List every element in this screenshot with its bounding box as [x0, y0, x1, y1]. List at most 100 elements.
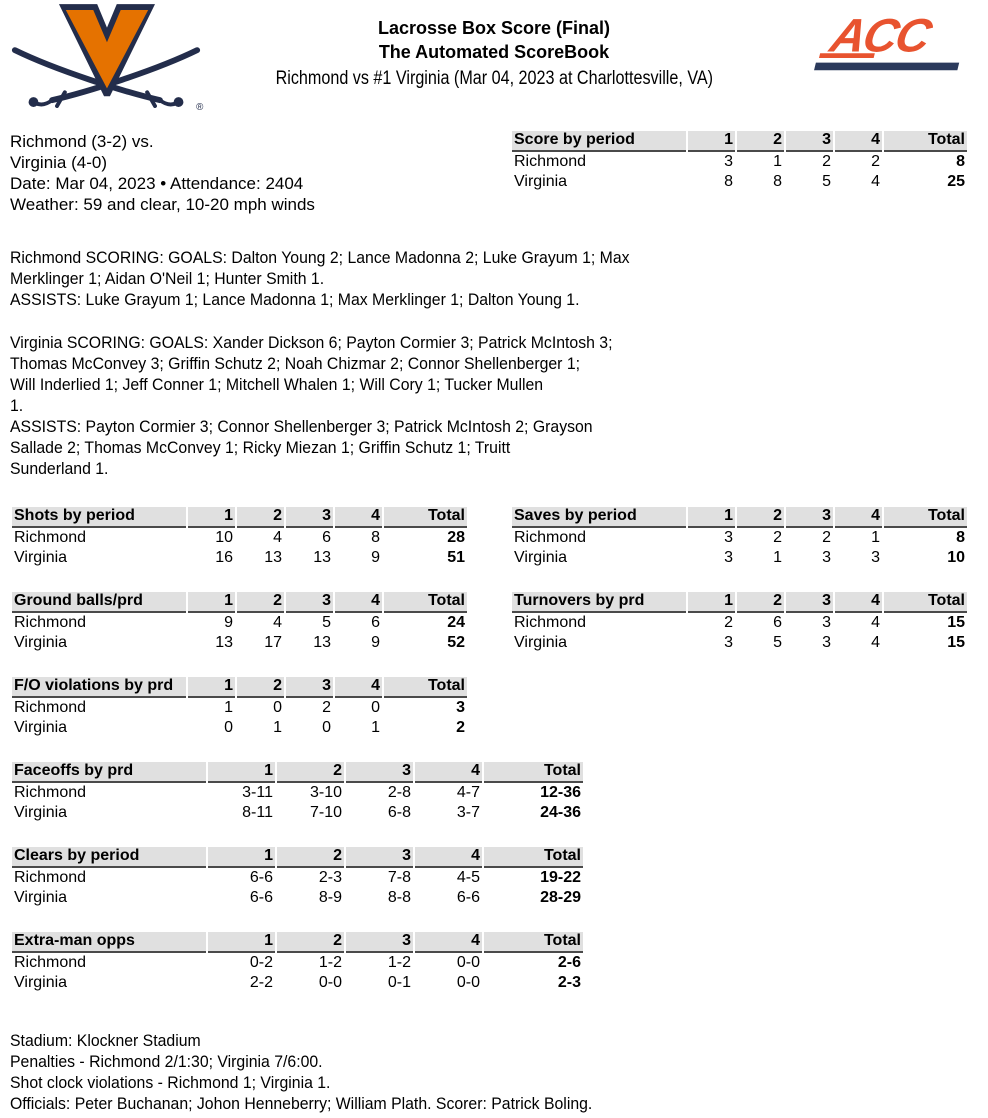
team-name-cell: Richmond [14, 614, 87, 631]
extra-man-table: Extra-man opps 1 2 3 4 Total Richmond 0-2 1-2 1-2… [10, 932, 585, 993]
period-column-header: 4 [835, 592, 882, 613]
value-cell: 5 [322, 614, 331, 631]
text-line-content: Richmond SCORING: GOALS: Dalton Young 2;… [10, 248, 630, 267]
value-cell: 10 [215, 529, 233, 546]
period-column-header: 1 [208, 762, 275, 783]
stat-row: Richmond 3 1 2 2 8 [512, 152, 967, 172]
period-column-header: 1 [188, 677, 235, 698]
acc-logo: ACC [802, 8, 974, 79]
value-cell: 1 [773, 549, 782, 566]
team-name-cell: Richmond [14, 869, 87, 886]
value-cell: 2 [871, 153, 880, 170]
stat-row: Richmond 10 4 6 8 28 [12, 528, 467, 548]
value-cell: 8 [724, 173, 733, 190]
text-line: Date: Mar 04, 2023 • Attendance: 2404 [10, 173, 315, 194]
period-column-header: Total [384, 677, 467, 698]
team-name-cell: Virginia [514, 549, 568, 566]
period-column-header: 4 [415, 762, 482, 783]
total-cell: 8 [956, 153, 965, 170]
text-line: Virginia (4-0) [10, 152, 315, 173]
team-name-cell: Richmond [514, 529, 587, 546]
total-cell: 2-3 [557, 974, 581, 991]
value-cell: 2-3 [318, 869, 342, 886]
stat-row: Richmond 1 0 2 0 3 [12, 698, 467, 718]
period-column-header: Total [884, 507, 967, 528]
period-column-header: Total [484, 932, 583, 953]
text-line-content: Will Inderlied 1; Jeff Conner 1; Mitchel… [10, 375, 544, 394]
value-cell: 4-5 [456, 869, 480, 886]
value-cell: 17 [264, 634, 282, 651]
stat-row: Virginia 8 8 5 4 25 [512, 172, 967, 192]
team-name-cell: Richmond [14, 954, 87, 971]
period-column-header: 4 [335, 592, 382, 613]
table-header-row: Ground balls/prd 1 2 3 4 Total [12, 592, 467, 613]
value-cell: 6-6 [249, 889, 273, 906]
richmond-scoring-summary: Richmond SCORING: GOALS: Dalton Young 2;… [10, 247, 676, 310]
text-line-content: Stadium: Klockner Stadium [10, 1031, 201, 1050]
text-line: Richmond SCORING: GOALS: Dalton Young 2;… [10, 247, 676, 268]
period-column-header: Total [884, 131, 967, 152]
stat-row: Richmond 0-2 1-2 1-2 0-0 2-6 [12, 953, 583, 973]
value-cell: 2 [822, 529, 831, 546]
stat-row: Virginia 8-11 7-10 6-8 3-7 24-36 [12, 803, 583, 823]
team-name-cell: Virginia [14, 804, 68, 821]
table-header-row: Clears by period 1 2 3 4 Total [12, 847, 583, 868]
virginia-v-sabers-icon: ® [11, 4, 204, 113]
total-cell: 2 [456, 719, 465, 736]
value-cell: 3 [724, 153, 733, 170]
period-column-header: 2 [237, 677, 284, 698]
value-cell: 0 [322, 719, 331, 736]
text-line-content: 1. [10, 396, 24, 415]
value-cell: 0-2 [249, 954, 273, 971]
period-column-header: 4 [415, 847, 482, 868]
period-column-header: 3 [346, 762, 413, 783]
team-name-cell: Virginia [14, 889, 68, 906]
text-line: Penalties - Richmond 2/1:30; Virginia 7/… [10, 1051, 636, 1072]
value-cell: 1-2 [318, 954, 342, 971]
value-cell: 0-0 [318, 974, 342, 991]
period-column-header: 1 [688, 507, 735, 528]
text-line-content: Weather: 59 and clear, 10-20 mph winds [10, 195, 315, 214]
table-header-row: Score by period 1 2 3 4 Total [512, 131, 967, 152]
value-cell: 6 [322, 529, 331, 546]
period-column-header: 4 [835, 507, 882, 528]
period-column-header: 1 [208, 932, 275, 953]
fo-violations-table: F/O violations by prd 1 2 3 4 Total Richmond 1 0… [10, 677, 469, 738]
total-cell: 3 [456, 699, 465, 716]
period-column-header: 3 [346, 932, 413, 953]
text-line: Sunderland 1. [10, 458, 658, 479]
text-line: Thomas McConvey 3; Griffin Schutz 2; Noa… [10, 353, 658, 374]
text-line: Sallade 2; Thomas McConvey 1; Ricky Miez… [10, 437, 658, 458]
virginia-scoring-summary: Virginia SCORING: GOALS: Xander Dickson … [10, 332, 658, 479]
table-header-row: Turnovers by prd 1 2 3 4 Total [512, 592, 967, 613]
text-line-content: ASSISTS: Luke Grayum 1; Lance Madonna 1;… [10, 290, 580, 309]
period-column-header: 2 [277, 762, 344, 783]
value-cell: 5 [773, 634, 782, 651]
stat-row: Richmond 6-6 2-3 7-8 4-5 19-22 [12, 868, 583, 888]
ground-balls-table: Ground balls/prd 1 2 3 4 Total Richmond 9 4 5 6 24 V… [10, 592, 469, 653]
value-cell: 8 [773, 173, 782, 190]
clears-table: Clears by period 1 2 3 4 Total Richmond 6-6 2-3 7… [10, 847, 585, 908]
value-cell: 2 [773, 529, 782, 546]
period-column-header: 4 [335, 507, 382, 528]
period-column-header: Total [384, 507, 467, 528]
total-cell: 51 [447, 549, 465, 566]
total-cell: 10 [947, 549, 965, 566]
stat-row: Virginia 2-2 0-0 0-1 0-0 2-3 [12, 973, 583, 993]
value-cell: 4 [871, 614, 880, 631]
period-column-header: 2 [237, 592, 284, 613]
table-header-row: Faceoffs by prd 1 2 3 4 Total [12, 762, 583, 783]
total-cell: 24-36 [540, 804, 581, 821]
text-line: Shot clock violations - Richmond 1; Virg… [10, 1072, 636, 1093]
value-cell: 4 [871, 634, 880, 651]
text-line-content: Shot clock violations - Richmond 1; Virg… [10, 1073, 331, 1092]
value-cell: 3 [822, 549, 831, 566]
period-column-header: 2 [277, 932, 344, 953]
virginia-cavaliers-logo: ® [8, 2, 204, 117]
value-cell: 1 [224, 699, 233, 716]
text-line-content: Date: Mar 04, 2023 • Attendance: 2404 [10, 174, 304, 193]
value-cell: 2 [724, 614, 733, 631]
acc-wordmark-icon: ACC [814, 10, 960, 71]
text-line: ASSISTS: Payton Cormier 3; Connor Shelle… [10, 416, 658, 437]
